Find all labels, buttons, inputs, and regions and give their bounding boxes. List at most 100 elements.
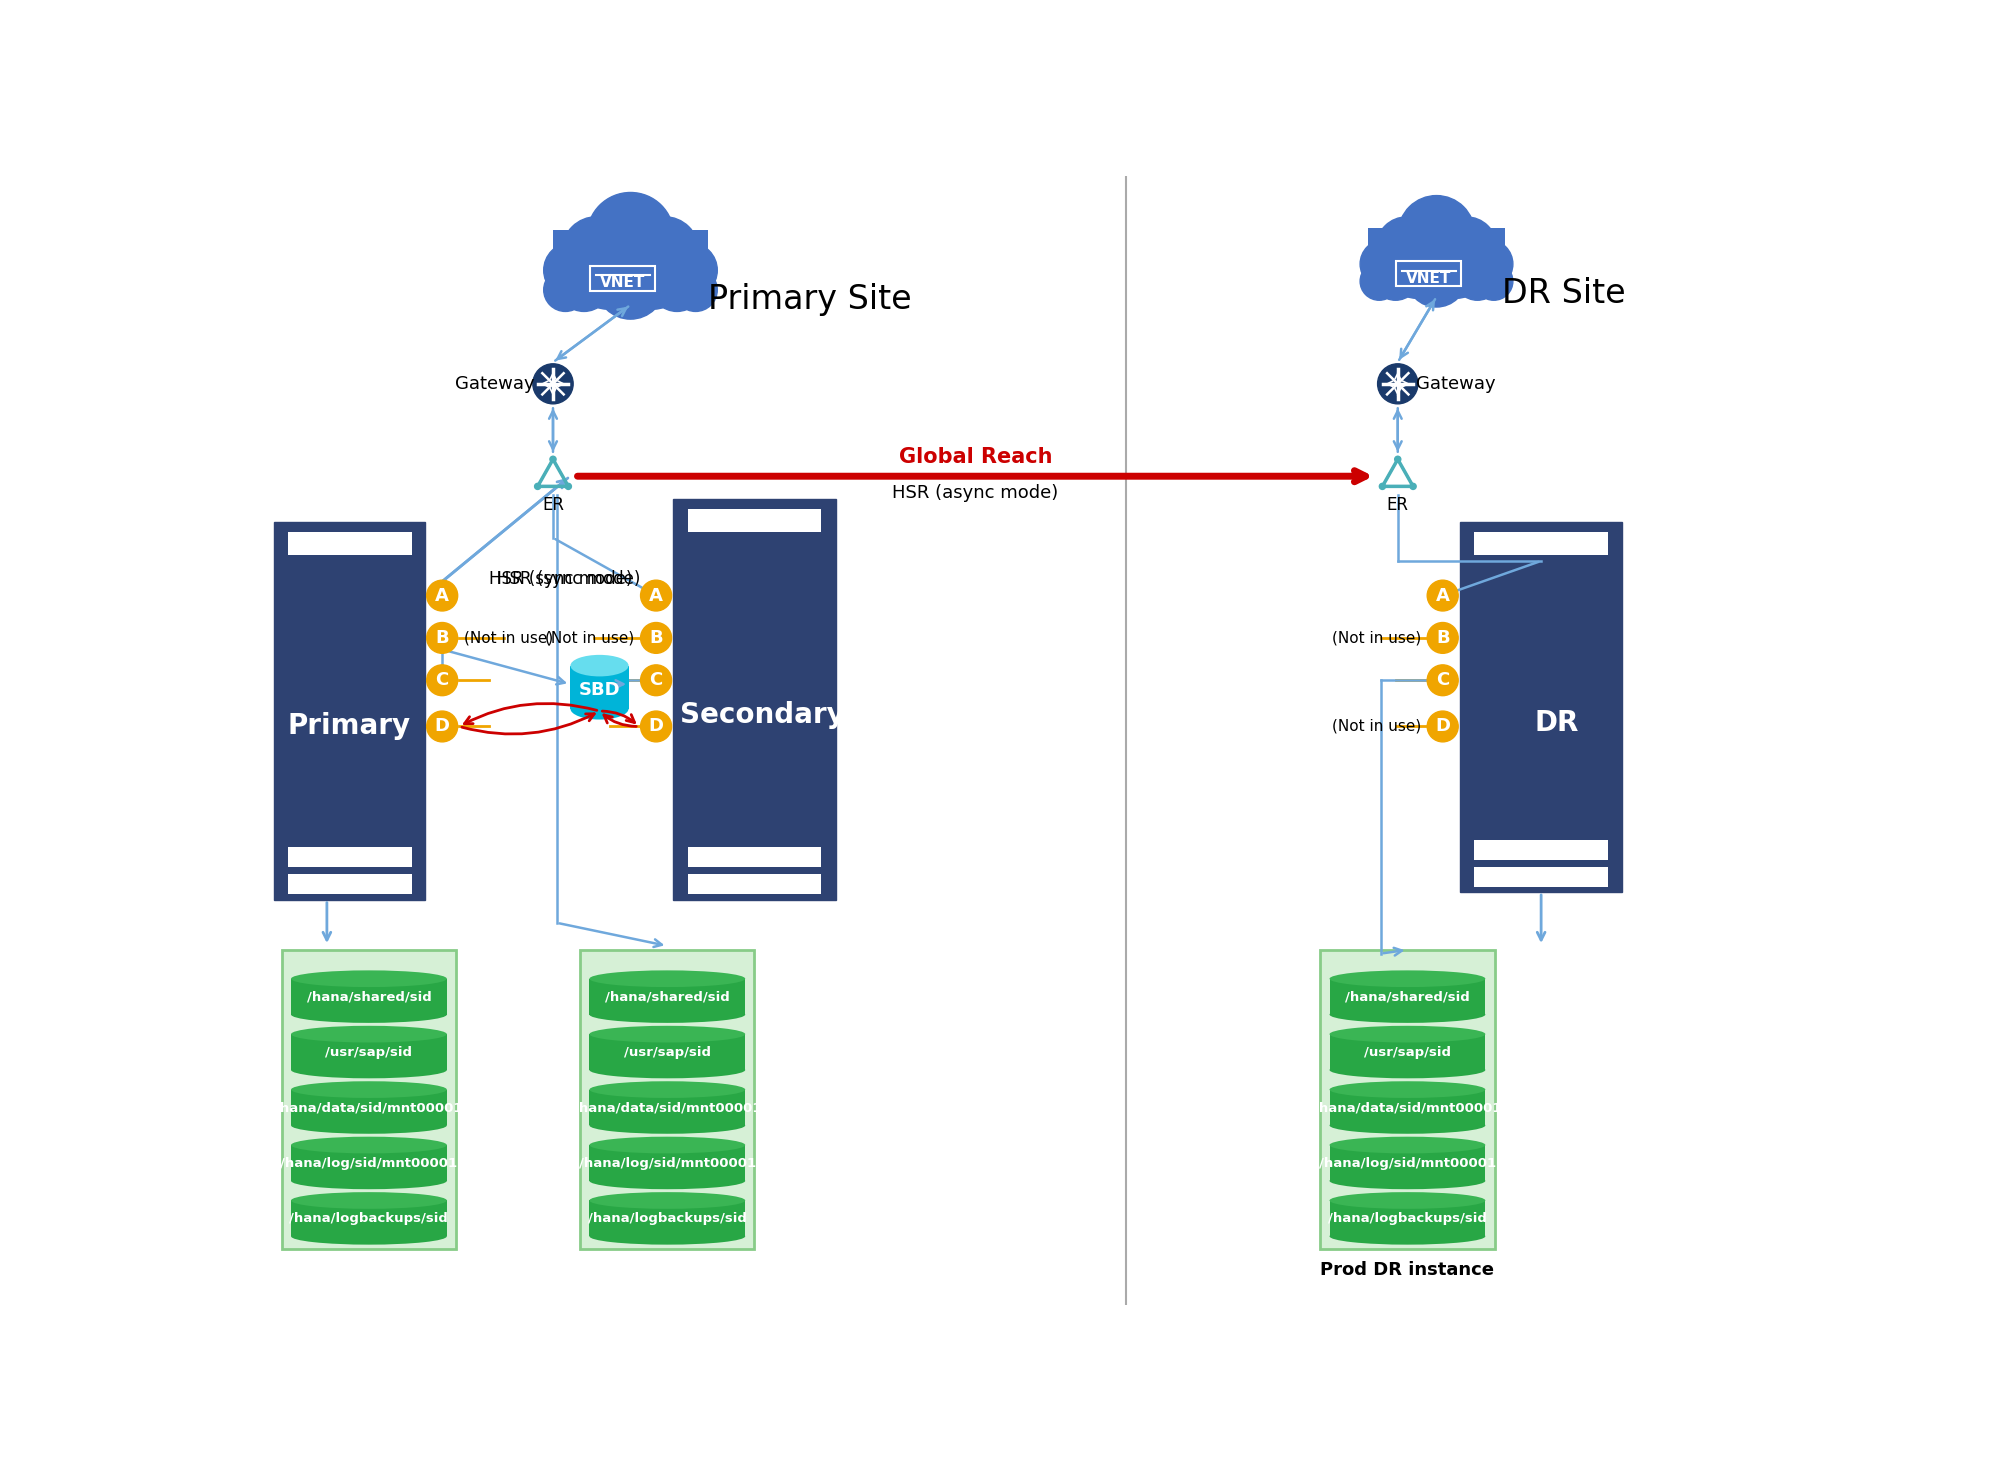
- Text: Secondary: Secondary: [680, 701, 844, 729]
- Bar: [553, 230, 708, 293]
- Circle shape: [427, 711, 457, 742]
- FancyArrowPatch shape: [559, 924, 662, 947]
- Ellipse shape: [589, 1229, 744, 1245]
- Circle shape: [533, 364, 573, 403]
- Bar: [291, 1201, 447, 1236]
- Text: Primary: Primary: [289, 712, 411, 740]
- Ellipse shape: [589, 1061, 744, 1079]
- Text: D: D: [435, 717, 449, 736]
- Circle shape: [1375, 217, 1436, 277]
- Bar: [275, 522, 425, 900]
- Ellipse shape: [291, 1026, 447, 1042]
- Text: /usr/sap/sid: /usr/sap/sid: [325, 1045, 413, 1058]
- FancyArrowPatch shape: [604, 715, 636, 727]
- Text: Prod DR instance: Prod DR instance: [1319, 1261, 1494, 1280]
- Text: (Not in use): (Not in use): [545, 630, 634, 645]
- Text: /hana/shared/sid: /hana/shared/sid: [307, 991, 431, 1003]
- Text: (Not in use): (Not in use): [463, 630, 553, 645]
- Circle shape: [630, 217, 698, 284]
- Circle shape: [1426, 623, 1458, 654]
- FancyArrowPatch shape: [1399, 299, 1434, 358]
- Ellipse shape: [291, 1006, 447, 1023]
- Ellipse shape: [589, 1136, 744, 1154]
- Circle shape: [1454, 254, 1500, 301]
- Text: B: B: [1436, 629, 1450, 647]
- Circle shape: [561, 217, 630, 284]
- Bar: [287, 532, 411, 554]
- Ellipse shape: [589, 970, 744, 987]
- Circle shape: [662, 242, 718, 298]
- Circle shape: [557, 259, 610, 311]
- Ellipse shape: [1329, 1026, 1484, 1042]
- Circle shape: [650, 259, 704, 311]
- Bar: [674, 500, 836, 900]
- Circle shape: [1430, 243, 1484, 298]
- Circle shape: [427, 581, 457, 611]
- Text: /usr/sap/sid: /usr/sap/sid: [624, 1045, 710, 1058]
- Text: Gateway: Gateway: [1416, 375, 1496, 393]
- FancyBboxPatch shape: [281, 950, 455, 1249]
- Bar: [589, 979, 744, 1014]
- Circle shape: [543, 242, 599, 298]
- Circle shape: [427, 666, 457, 696]
- Bar: [589, 1034, 744, 1070]
- Bar: [1329, 1089, 1484, 1126]
- Text: DR Site: DR Site: [1502, 277, 1626, 309]
- Circle shape: [1474, 262, 1512, 301]
- Bar: [688, 874, 820, 894]
- Bar: [589, 1089, 744, 1126]
- FancyArrowPatch shape: [555, 308, 626, 361]
- FancyArrowPatch shape: [549, 408, 557, 449]
- FancyArrowPatch shape: [465, 704, 597, 724]
- Circle shape: [1464, 239, 1512, 289]
- Bar: [291, 1145, 447, 1180]
- Text: /hana/log/sid/mnt00001: /hana/log/sid/mnt00001: [579, 1157, 756, 1170]
- Text: Global Reach: Global Reach: [898, 447, 1051, 468]
- Ellipse shape: [1329, 1136, 1484, 1154]
- Text: ER: ER: [1385, 497, 1408, 515]
- Circle shape: [575, 248, 638, 309]
- Bar: [1329, 1145, 1484, 1180]
- Circle shape: [622, 248, 684, 309]
- Text: /hana/logbackups/sid: /hana/logbackups/sid: [1327, 1212, 1486, 1226]
- Text: /hana/shared/sid: /hana/shared/sid: [606, 991, 730, 1003]
- FancyArrowPatch shape: [1393, 408, 1401, 449]
- Circle shape: [587, 192, 674, 279]
- Circle shape: [565, 484, 571, 490]
- FancyArrowPatch shape: [1393, 410, 1401, 452]
- Ellipse shape: [569, 655, 628, 676]
- Bar: [589, 1201, 744, 1236]
- Bar: [1474, 532, 1608, 554]
- Bar: [589, 1145, 744, 1180]
- Ellipse shape: [291, 1192, 447, 1209]
- Ellipse shape: [291, 1229, 447, 1245]
- FancyArrowPatch shape: [1383, 949, 1401, 956]
- Ellipse shape: [291, 1061, 447, 1079]
- Circle shape: [549, 456, 555, 462]
- Bar: [291, 1089, 447, 1126]
- Text: (Not in use): (Not in use): [1331, 718, 1420, 734]
- Ellipse shape: [291, 1117, 447, 1133]
- Text: C: C: [650, 671, 662, 689]
- Ellipse shape: [1329, 970, 1484, 987]
- FancyArrowPatch shape: [612, 680, 624, 688]
- Ellipse shape: [589, 1173, 744, 1189]
- Ellipse shape: [291, 970, 447, 987]
- Ellipse shape: [569, 698, 628, 720]
- Text: HSR (sync mode): HSR (sync mode): [497, 570, 640, 588]
- Ellipse shape: [589, 1192, 744, 1209]
- Circle shape: [1379, 484, 1385, 490]
- Circle shape: [1426, 711, 1458, 742]
- Ellipse shape: [589, 1117, 744, 1133]
- Ellipse shape: [291, 1082, 447, 1098]
- Text: A: A: [650, 586, 664, 604]
- Text: HSR (async mode): HSR (async mode): [892, 484, 1059, 503]
- Text: /hana/data/sid/mnt00001: /hana/data/sid/mnt00001: [573, 1101, 760, 1114]
- Ellipse shape: [1329, 1061, 1484, 1079]
- Circle shape: [1371, 254, 1418, 301]
- Text: (Not in use): (Not in use): [1331, 630, 1420, 645]
- Circle shape: [640, 711, 672, 742]
- Circle shape: [595, 251, 664, 320]
- Text: B: B: [650, 629, 662, 647]
- Text: /hana/logbackups/sid: /hana/logbackups/sid: [587, 1212, 746, 1226]
